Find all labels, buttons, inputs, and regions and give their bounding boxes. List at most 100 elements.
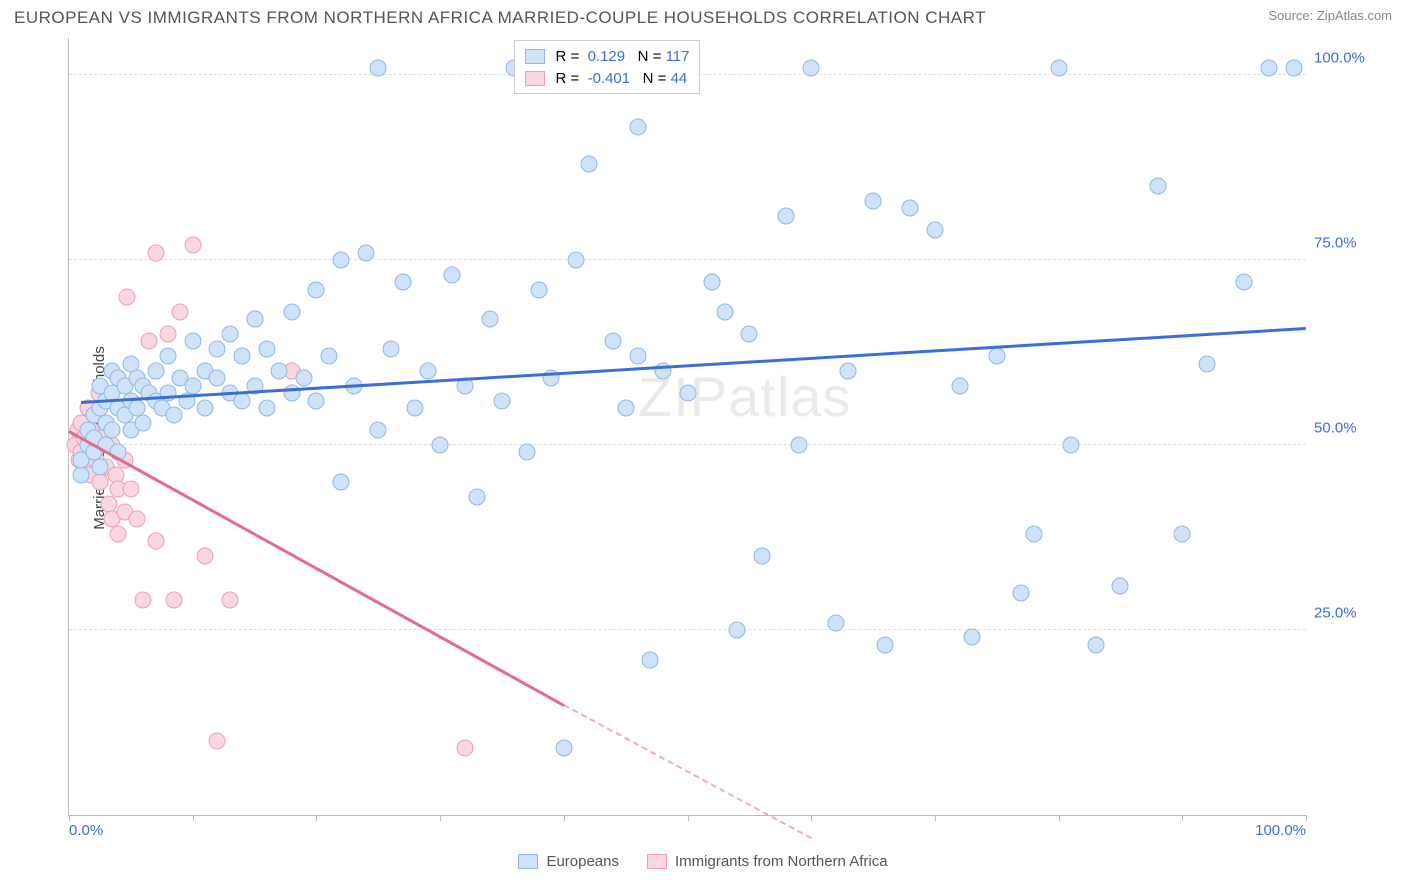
data-point xyxy=(469,488,486,505)
data-point xyxy=(1260,59,1277,76)
source-attribution: Source: ZipAtlas.com xyxy=(1268,8,1392,23)
data-point xyxy=(988,348,1005,365)
data-point xyxy=(271,363,288,380)
data-point xyxy=(951,377,968,394)
data-point xyxy=(753,548,770,565)
data-point xyxy=(258,400,275,417)
y-tick-label: 25.0% xyxy=(1314,605,1384,622)
swatch-icon xyxy=(647,854,667,869)
data-point xyxy=(1112,577,1129,594)
data-point xyxy=(741,326,758,343)
gridline xyxy=(69,629,1306,630)
data-point xyxy=(642,651,659,668)
data-point xyxy=(1149,178,1166,195)
data-point xyxy=(481,311,498,328)
x-tick xyxy=(564,815,565,821)
data-point xyxy=(246,311,263,328)
data-point xyxy=(865,192,882,209)
data-point xyxy=(141,333,158,350)
data-point xyxy=(234,392,251,409)
data-point xyxy=(394,274,411,291)
data-point xyxy=(803,59,820,76)
data-point xyxy=(419,363,436,380)
y-tick-label: 100.0% xyxy=(1314,50,1384,67)
data-point xyxy=(1236,274,1253,291)
x-tick xyxy=(1059,815,1060,821)
data-point xyxy=(147,363,164,380)
data-point xyxy=(630,118,647,135)
data-point xyxy=(704,274,721,291)
data-point xyxy=(166,592,183,609)
chart-title: EUROPEAN VS IMMIGRANTS FROM NORTHERN AFR… xyxy=(14,8,986,28)
data-point xyxy=(104,422,121,439)
data-point xyxy=(308,281,325,298)
data-point xyxy=(357,244,374,261)
data-point xyxy=(407,400,424,417)
data-point xyxy=(1285,59,1302,76)
data-point xyxy=(296,370,313,387)
data-point xyxy=(1025,525,1042,542)
data-point xyxy=(1050,59,1067,76)
data-point xyxy=(531,281,548,298)
legend-label: Immigrants from Northern Africa xyxy=(675,853,888,870)
x-tick xyxy=(69,815,70,821)
stats-text: R = -0.401 N = 44 xyxy=(551,70,687,87)
data-point xyxy=(370,422,387,439)
data-point xyxy=(197,400,214,417)
data-point xyxy=(159,326,176,343)
stats-row: R = -0.401 N = 44 xyxy=(525,67,689,89)
data-point xyxy=(382,340,399,357)
chart-area: Married-couple Households ZIPatlas 25.0%… xyxy=(14,38,1392,838)
data-point xyxy=(493,392,510,409)
data-point xyxy=(444,266,461,283)
data-point xyxy=(135,592,152,609)
data-point xyxy=(1013,585,1030,602)
data-point xyxy=(778,207,795,224)
x-tick-label: 100.0% xyxy=(1255,822,1306,839)
data-point xyxy=(840,363,857,380)
correlation-stats-box: R = 0.129 N = 117 R = -0.401 N = 44 xyxy=(514,40,700,94)
data-point xyxy=(902,200,919,217)
data-point xyxy=(209,733,226,750)
data-point xyxy=(258,340,275,357)
swatch-icon xyxy=(525,71,545,86)
data-point xyxy=(184,237,201,254)
data-point xyxy=(159,385,176,402)
data-point xyxy=(91,459,108,476)
data-point xyxy=(518,444,535,461)
data-point xyxy=(166,407,183,424)
data-point xyxy=(630,348,647,365)
data-point xyxy=(234,348,251,365)
x-tick xyxy=(1182,815,1183,821)
data-point xyxy=(221,326,238,343)
data-point xyxy=(91,474,108,491)
legend-item-europeans: Europeans xyxy=(518,853,619,870)
plot-area: ZIPatlas 25.0%50.0%75.0%100.0%0.0%100.0%… xyxy=(68,38,1306,816)
data-point xyxy=(1174,525,1191,542)
series-legend: Europeans Immigrants from Northern Afric… xyxy=(0,853,1406,870)
x-tick xyxy=(935,815,936,821)
data-point xyxy=(580,155,597,172)
gridline xyxy=(69,444,1306,445)
data-point xyxy=(617,400,634,417)
data-point xyxy=(728,622,745,639)
swatch-icon xyxy=(518,854,538,869)
data-point xyxy=(456,740,473,757)
data-point xyxy=(1087,636,1104,653)
gridline xyxy=(69,259,1306,260)
data-point xyxy=(926,222,943,239)
x-tick xyxy=(688,815,689,821)
x-tick xyxy=(811,815,812,821)
data-point xyxy=(605,333,622,350)
data-point xyxy=(877,636,894,653)
data-point xyxy=(716,303,733,320)
data-point xyxy=(110,525,127,542)
data-point xyxy=(1199,355,1216,372)
data-point xyxy=(283,303,300,320)
legend-label: Europeans xyxy=(546,853,619,870)
data-point xyxy=(184,333,201,350)
y-tick-label: 75.0% xyxy=(1314,235,1384,252)
data-point xyxy=(555,740,572,757)
x-tick xyxy=(193,815,194,821)
data-point xyxy=(147,533,164,550)
